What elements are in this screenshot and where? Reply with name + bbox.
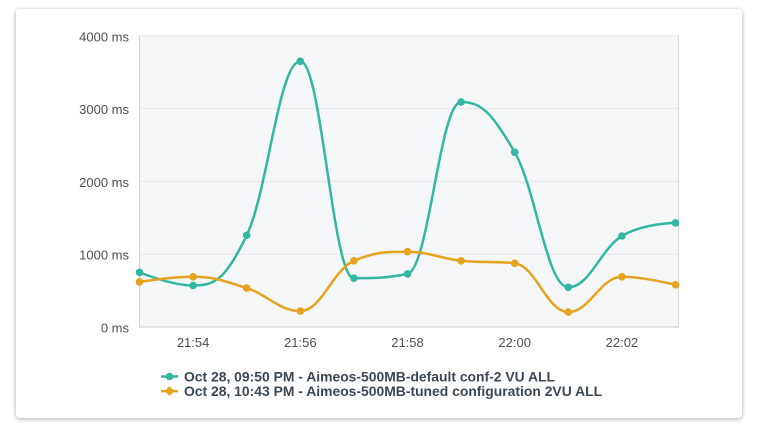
svg-text:Oct 28, 10:43 PM - Aimeos-500M: Oct 28, 10:43 PM - Aimeos-500MB-tuned co… [184,383,603,399]
svg-text:22:02: 22:02 [606,335,639,350]
svg-text:3000 ms: 3000 ms [79,102,129,117]
svg-text:Oct 28, 09:50 PM - Aimeos-500M: Oct 28, 09:50 PM - Aimeos-500MB-default … [184,368,556,384]
svg-text:21:56: 21:56 [284,335,317,350]
svg-text:0 ms: 0 ms [101,321,130,336]
svg-text:21:58: 21:58 [391,335,424,350]
svg-text:22:00: 22:00 [498,335,531,350]
svg-text:21:54: 21:54 [177,335,210,350]
svg-text:1000 ms: 1000 ms [79,248,129,263]
svg-text:4000 ms: 4000 ms [79,29,129,44]
svg-text:2000 ms: 2000 ms [79,175,129,190]
